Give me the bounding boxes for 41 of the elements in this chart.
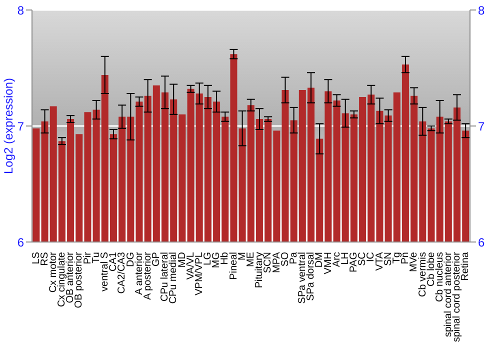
x-tick-label: OB posterior bbox=[74, 251, 85, 308]
y2-tick-label: 7 bbox=[478, 119, 485, 134]
x-tick-label: Pa bbox=[288, 252, 300, 264]
x-tick-label: A anterior bbox=[134, 251, 145, 295]
x-tick-label: RS bbox=[39, 252, 50, 266]
x-tick-label: ME bbox=[246, 252, 256, 267]
x-tick-label: SN bbox=[382, 252, 394, 266]
y-axis-title: Log2 (expression) bbox=[1, 78, 16, 174]
x-tick-label: Retina bbox=[460, 252, 472, 281]
x-tick-label: Pineal bbox=[228, 252, 240, 280]
x-tick-label: Hb bbox=[220, 252, 231, 265]
y-tick-label: 8 bbox=[17, 3, 24, 18]
x-tick-label: VPM/VPL bbox=[194, 252, 205, 296]
y-tick-label: 6 bbox=[17, 235, 24, 250]
x-tick-label: Cb lobe bbox=[426, 252, 437, 286]
x-tick-label: SO bbox=[280, 252, 291, 266]
x-tick-label: IC bbox=[366, 252, 377, 262]
x-tick-label: A posterior bbox=[142, 251, 154, 300]
x-tick-label: CA2/CA3 bbox=[116, 252, 128, 294]
x-tick-label: CPu medial bbox=[168, 252, 180, 304]
x-tick-label: ventral S bbox=[100, 252, 110, 292]
x-tick-label: LS bbox=[30, 252, 42, 264]
x-tick-label: MPA bbox=[271, 252, 282, 273]
x-tick-label: Tg bbox=[392, 252, 402, 264]
x-tick-label: MVe bbox=[408, 252, 420, 272]
y2-tick-label: 6 bbox=[478, 235, 485, 250]
x-tick-label: Cb nucleus bbox=[434, 252, 446, 302]
x-tick-label: Pir bbox=[82, 251, 94, 264]
x-tick-label: LH bbox=[340, 252, 351, 265]
x-tick-label: DM bbox=[314, 252, 326, 268]
x-tick-label: Arc bbox=[331, 252, 342, 267]
x-tick-label: Tu bbox=[90, 252, 102, 264]
y-tick-label: 7 bbox=[17, 119, 24, 134]
x-tick-label: VMH bbox=[322, 252, 334, 274]
y2-tick-label: 8 bbox=[478, 3, 485, 18]
x-tick-label: M bbox=[236, 252, 248, 260]
x-tick-label: SCN bbox=[262, 252, 274, 274]
x-tick-label: DG bbox=[125, 252, 136, 267]
x-tick-label: Pituitary bbox=[254, 252, 266, 288]
x-tick-label: spinal cord posterior bbox=[452, 251, 463, 342]
x-tick-label: VTA bbox=[374, 252, 386, 271]
